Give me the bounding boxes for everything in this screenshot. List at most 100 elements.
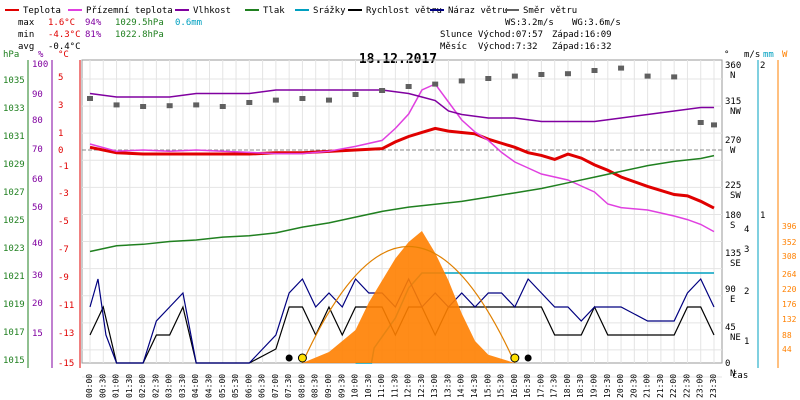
hpa-tick-10: 1015 xyxy=(3,356,25,366)
dir-point-5 xyxy=(219,104,226,109)
dir-point-1 xyxy=(113,102,120,108)
temp-tick-8: -9 xyxy=(58,273,69,283)
dir-point-4 xyxy=(193,102,200,108)
hum-tick-0: 100 xyxy=(32,60,48,70)
dir-point-2 xyxy=(140,104,147,109)
ms-axis-unit: m/s xyxy=(744,50,760,60)
dir-point-0 xyxy=(87,96,93,101)
x-tick-6: 03:00 xyxy=(165,374,174,398)
moon-label: Měsíc xyxy=(440,42,467,52)
x-tick-32: 16:00 xyxy=(510,374,519,398)
x-tick-21: 10:30 xyxy=(364,374,373,398)
series-1 xyxy=(89,83,715,233)
dir-point-22 xyxy=(671,74,678,80)
wm-tick-3: 264 xyxy=(782,270,797,279)
temp-axis-unit: °C xyxy=(58,50,69,60)
x-tick-41: 20:30 xyxy=(629,374,638,398)
dir-axis-unit: ° xyxy=(724,50,729,60)
hum-tick-1: 90 xyxy=(32,90,43,100)
x-tick-20: 10:00 xyxy=(351,374,360,398)
x-tick-45: 22:30 xyxy=(682,374,691,398)
dir-point-17 xyxy=(538,72,545,77)
x-tick-34: 17:00 xyxy=(536,374,545,398)
temp-tick-2: 1 xyxy=(58,129,63,139)
x-tick-4: 02:00 xyxy=(138,374,147,398)
temp-tick-11: -15 xyxy=(58,359,74,369)
moonset-icon xyxy=(524,354,532,362)
x-tick-1: 00:30 xyxy=(98,374,107,398)
hpa-tick-8: 1019 xyxy=(3,300,25,310)
hpa-tick-6: 1023 xyxy=(3,244,25,254)
x-tick-3: 01:30 xyxy=(125,374,134,398)
hum-tick-3: 70 xyxy=(32,145,43,155)
legend-label-3: Tlak xyxy=(263,6,285,16)
ms-top-tick: 2 xyxy=(760,61,765,71)
x-tick-33: 16:30 xyxy=(523,374,532,398)
hpa-tick-9: 1017 xyxy=(3,328,25,338)
moon-rise: Východ:7:32 xyxy=(478,42,538,52)
temp-tick-6: -5 xyxy=(58,217,69,227)
hpa-tick-3: 1029 xyxy=(3,160,25,170)
x-tick-15: 07:30 xyxy=(284,374,293,398)
hpa-axis-unit: hPa xyxy=(3,50,19,60)
hum-tick-2: 80 xyxy=(32,116,43,126)
dir-point-10 xyxy=(352,92,359,97)
x-tick-9: 04:30 xyxy=(204,374,213,398)
dir-tick-7: 45 xyxy=(725,323,736,333)
hum-tick-6: 40 xyxy=(32,239,43,249)
wm-tick-7: 88 xyxy=(782,331,792,340)
dir-point-21 xyxy=(644,73,651,79)
legend-label-6: Náraz větru xyxy=(448,6,508,16)
dir-compass-6: E xyxy=(730,295,735,305)
wm-tick-2: 308 xyxy=(782,252,797,261)
x-tick-23: 11:30 xyxy=(390,374,399,398)
dir-compass-7: NE xyxy=(730,333,741,343)
stat-max-temp: 1.6°C xyxy=(48,18,75,28)
x-tick-29: 14:30 xyxy=(470,374,479,398)
series-0 xyxy=(89,126,715,210)
dir-point-15 xyxy=(485,76,492,81)
ms-tick-3: 1 xyxy=(744,337,749,347)
x-tick-18: 09:00 xyxy=(324,374,333,398)
temp-tick-1: 3 xyxy=(58,101,63,111)
x-tick-5: 02:30 xyxy=(151,374,160,398)
sunset-icon xyxy=(510,353,520,363)
hum-tick-7: 30 xyxy=(32,271,43,281)
dir-compass-1: NW xyxy=(730,107,741,117)
hpa-tick-7: 1021 xyxy=(3,272,25,282)
hpa-tick-0: 1035 xyxy=(3,76,25,86)
x-tick-10: 05:00 xyxy=(218,374,227,398)
dir-point-7 xyxy=(272,97,279,103)
stat-avg-temp: -0.4°C xyxy=(48,42,81,52)
x-tick-43: 21:30 xyxy=(656,374,665,398)
temp-tick-3: 0 xyxy=(58,146,63,156)
dir-tick-6: 90 xyxy=(725,285,736,295)
x-tick-13: 06:30 xyxy=(258,374,267,398)
mm-axis-unit: mm xyxy=(763,50,774,60)
sun-label: Slunce xyxy=(440,30,473,40)
x-tick-31: 15:30 xyxy=(497,374,506,398)
ms-tick-1: 3 xyxy=(744,245,749,255)
wm-tick-6: 132 xyxy=(782,315,797,324)
wm-tick-5: 176 xyxy=(782,300,797,309)
x-tick-27: 13:30 xyxy=(443,374,452,398)
ms-tick-0: 4 xyxy=(744,225,749,235)
x-tick-35: 17:30 xyxy=(550,374,559,398)
dir-tick-0: 360 xyxy=(725,61,741,71)
x-tick-19: 09:30 xyxy=(337,374,346,398)
stat-max-hum: 94% xyxy=(85,18,102,28)
moonrise-icon xyxy=(285,354,293,362)
dir-compass-3: SW xyxy=(730,191,741,201)
dir-point-8 xyxy=(299,96,306,101)
moon-set: Západ:16:32 xyxy=(552,42,612,52)
stat-min-label: min xyxy=(18,30,34,40)
hum-tick-8: 20 xyxy=(32,299,43,309)
x-tick-8: 04:00 xyxy=(191,374,200,398)
series-3 xyxy=(89,154,715,253)
dir-point-14 xyxy=(458,78,465,84)
stat-min-hum: 81% xyxy=(85,30,102,40)
x-tick-17: 08:30 xyxy=(311,374,320,398)
legend-label-7: Směr větru xyxy=(523,6,577,16)
